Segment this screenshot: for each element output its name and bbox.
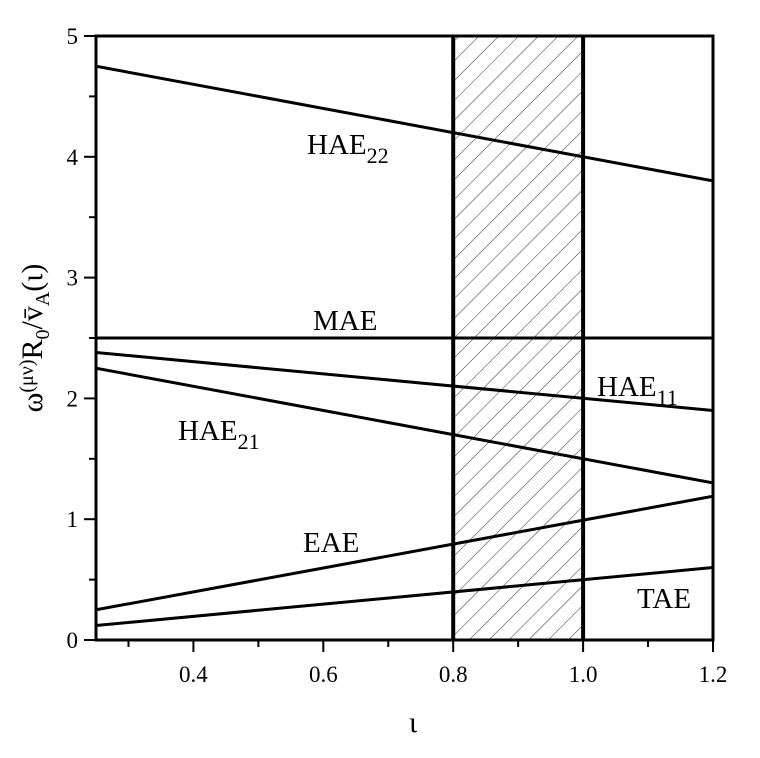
series-label-tae: TAE bbox=[637, 583, 691, 615]
x-axis-title: ι bbox=[409, 706, 417, 739]
series-line-hae11 bbox=[96, 351, 713, 412]
y-axis-title: ω(μν)R0/v̄A(ι) bbox=[16, 264, 54, 413]
series-label-hae22: HAE22 bbox=[307, 129, 389, 168]
series-line-hae22 bbox=[96, 64, 713, 183]
series-line-hae21 bbox=[96, 366, 713, 485]
series-line-tae bbox=[96, 566, 713, 627]
x-tick-label: 1.0 bbox=[569, 662, 598, 687]
series-label-eae: EAE bbox=[303, 527, 359, 559]
y-tick-label: 0 bbox=[67, 628, 79, 653]
x-tick-label: 0.8 bbox=[439, 662, 468, 687]
series-label-mae: MAE bbox=[313, 305, 377, 337]
series-label-hae21: HAE21 bbox=[178, 415, 260, 454]
x-tick-label: 1.2 bbox=[699, 662, 728, 687]
y-tick-label: 1 bbox=[67, 507, 79, 532]
x-tick-label: 0.4 bbox=[179, 662, 208, 687]
y-tick-label: 2 bbox=[67, 386, 79, 411]
series-line-eae bbox=[96, 494, 713, 612]
y-tick-label: 4 bbox=[67, 145, 79, 170]
y-tick-label: 5 bbox=[67, 24, 79, 49]
x-tick-label: 0.6 bbox=[309, 662, 338, 687]
series-label-hae11: HAE11 bbox=[597, 371, 678, 410]
y-tick-label: 3 bbox=[67, 266, 79, 291]
